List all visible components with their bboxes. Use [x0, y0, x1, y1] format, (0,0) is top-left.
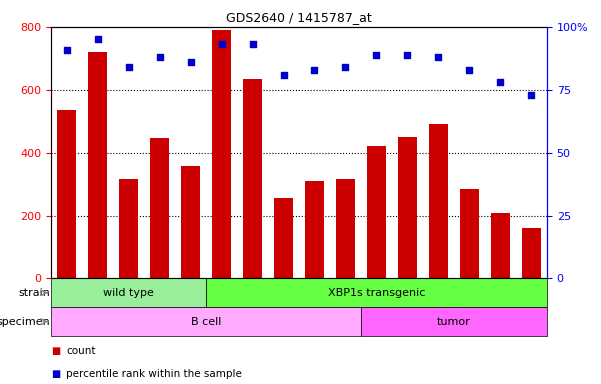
Text: wild type: wild type	[103, 288, 154, 298]
Bar	[336, 179, 355, 278]
Bar	[51, 307, 361, 336]
Text: ■: ■	[51, 369, 60, 379]
Point	[310, 66, 319, 73]
Bar	[57, 110, 76, 278]
Text: GDS2640 / 1415787_at: GDS2640 / 1415787_at	[226, 12, 372, 25]
Bar	[429, 124, 448, 278]
Point	[371, 51, 381, 58]
Point	[93, 36, 102, 43]
Point	[186, 59, 195, 65]
Point	[434, 54, 444, 60]
Point	[465, 66, 474, 73]
Point	[154, 54, 164, 60]
Bar	[51, 278, 206, 307]
Text: tumor: tumor	[437, 316, 471, 327]
Point	[62, 46, 72, 53]
Point	[526, 92, 536, 98]
Bar	[491, 214, 510, 278]
Text: strain: strain	[19, 288, 50, 298]
Bar	[460, 189, 479, 278]
Bar	[206, 278, 547, 307]
Bar	[119, 179, 138, 278]
Bar	[522, 228, 541, 278]
Point	[217, 41, 227, 48]
Bar	[243, 79, 262, 278]
Bar	[305, 181, 324, 278]
Point	[403, 51, 412, 58]
Bar	[88, 52, 107, 278]
Bar	[398, 137, 416, 278]
Text: XBP1s transgenic: XBP1s transgenic	[328, 288, 425, 298]
Text: count: count	[66, 346, 96, 356]
Point	[341, 64, 350, 70]
Point	[248, 41, 257, 48]
Point	[279, 71, 288, 78]
Bar	[182, 166, 200, 278]
Text: specimen: specimen	[0, 316, 50, 327]
Point	[124, 64, 133, 70]
Bar	[212, 30, 231, 278]
Text: ■: ■	[51, 346, 60, 356]
Bar	[274, 198, 293, 278]
Bar	[150, 139, 169, 278]
Bar	[367, 146, 386, 278]
Point	[496, 79, 505, 85]
Text: percentile rank within the sample: percentile rank within the sample	[66, 369, 242, 379]
Bar	[361, 307, 547, 336]
Text: B cell: B cell	[191, 316, 221, 327]
